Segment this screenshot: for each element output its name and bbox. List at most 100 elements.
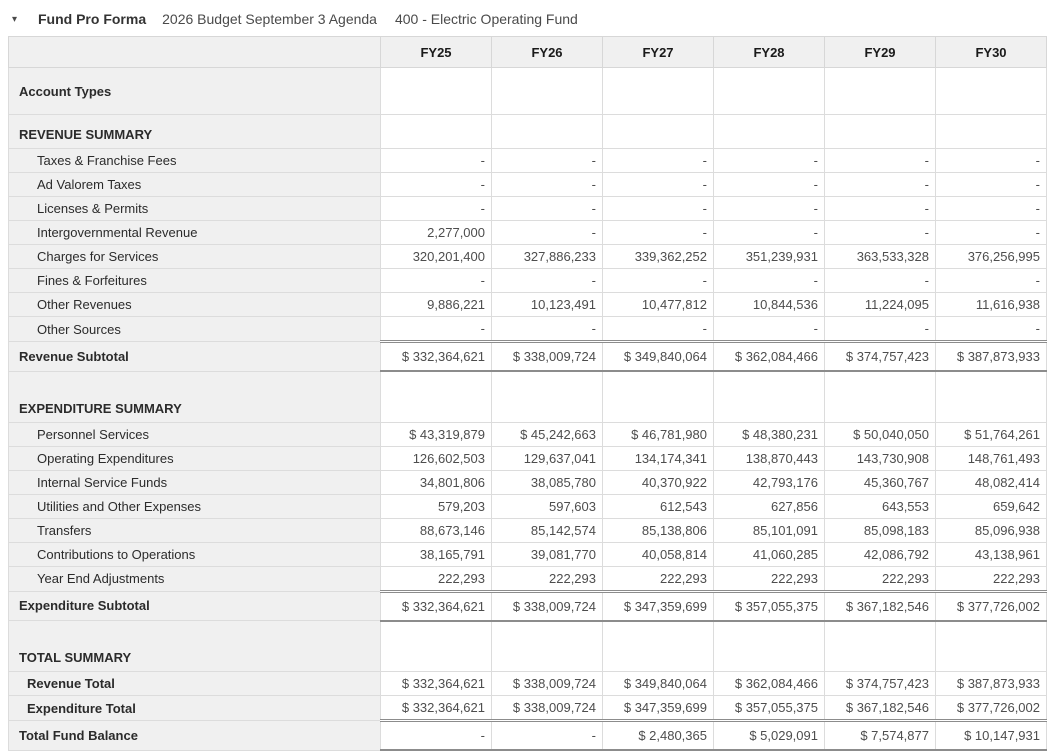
row-label: Personnel Services [8,421,381,447]
value-cell [824,370,936,423]
value-cell: $ 367,182,546 [824,695,936,721]
value-cell: $ 332,364,621 [380,340,492,372]
table-header-row: FY25 FY26 FY27 FY28 FY29 FY30 [8,36,1047,68]
value-cell: - [713,196,825,221]
value-cell: 39,081,770 [491,541,603,567]
value-cell: $ 367,182,546 [824,589,936,622]
value-cell: $ 349,840,064 [602,671,714,696]
value-cell: 10,477,812 [602,292,714,317]
value-cell: 38,085,780 [491,469,603,495]
value-cell: 138,870,443 [713,445,825,471]
value-cell: $ 332,364,621 [380,695,492,721]
value-cell: - [935,148,1047,173]
value-cell: 126,602,503 [380,445,492,471]
table-row: Expenditure Total $ 332,364,621 $ 338,009,… [8,695,1047,721]
value-cell [713,114,825,149]
column-header-fy: FY29 [824,36,936,68]
value-cell: 222,293 [935,565,1047,592]
value-cell: 627,856 [713,493,825,519]
value-cell: 43,138,961 [935,541,1047,567]
value-cell: 10,123,491 [491,292,603,317]
value-cell [491,114,603,149]
value-cell: $ 357,055,375 [713,589,825,622]
table-row: Expenditure Subtotal $ 332,364,621 $ 338,0… [8,589,1047,622]
value-cell: 42,086,792 [824,541,936,567]
value-cell: - [491,196,603,221]
value-cell [602,114,714,149]
value-cell: 320,201,400 [380,244,492,269]
table-row: Other Sources - - - - - - [8,316,1047,342]
value-cell: 222,293 [380,565,492,592]
value-cell: - [380,148,492,173]
table-row: Total Fund Balance - - $ 2,480,365 $ 5,029,0… [8,719,1047,751]
value-cell: - [491,268,603,293]
value-cell: 143,730,908 [824,445,936,471]
value-cell [935,370,1047,423]
value-cell: - [602,316,714,342]
value-cell: - [491,719,603,751]
value-cell: 148,761,493 [935,445,1047,471]
table-row: Other Revenues 9,886,221 10,123,491 10,477,… [8,292,1047,317]
value-cell: - [824,148,936,173]
value-cell: 327,886,233 [491,244,603,269]
value-cell: 222,293 [491,565,603,592]
column-header-fy: FY25 [380,36,492,68]
value-cell: - [380,196,492,221]
value-cell: 85,098,183 [824,517,936,543]
value-cell [713,370,825,423]
value-cell: 40,370,922 [602,469,714,495]
value-cell: 85,096,938 [935,517,1047,543]
collapse-arrow-icon[interactable]: ▾ [12,13,18,25]
value-cell: 45,360,767 [824,469,936,495]
value-cell: $ 332,364,621 [380,589,492,622]
value-cell: $ 10,147,931 [935,719,1047,751]
value-cell [824,67,936,115]
value-cell: 597,603 [491,493,603,519]
table-row: Taxes & Franchise Fees - - - - - - [8,148,1047,173]
row-label: Licenses & Permits [8,196,381,221]
value-cell: - [935,316,1047,342]
table-row: Year End Adjustments 222,293 222,293 222,29… [8,565,1047,592]
value-cell: $ 374,757,423 [824,340,936,372]
value-cell: 659,642 [935,493,1047,519]
value-cell: $ 362,084,466 [713,671,825,696]
value-cell: 222,293 [824,565,936,592]
table-row: Intergovernmental Revenue 2,277,000- - - - - [8,220,1047,245]
value-cell [935,114,1047,149]
row-label: Account Types [8,67,381,115]
row-label: Revenue Total [8,671,381,696]
row-label: Intergovernmental Revenue [8,220,381,245]
value-cell: 339,362,252 [602,244,714,269]
value-cell: 222,293 [602,565,714,592]
value-cell: 376,256,995 [935,244,1047,269]
value-cell: - [491,148,603,173]
table-row: Revenue Subtotal $ 332,364,621 $ 338,009,7… [8,340,1047,372]
row-label: Contributions to Operations [8,541,381,567]
value-cell: - [713,220,825,245]
value-cell: - [491,316,603,342]
report-header: ▾ Fund Pro Forma 2026 Budget September 3… [0,0,1062,36]
row-label: TOTAL SUMMARY [8,620,381,672]
value-cell: $ 349,840,064 [602,340,714,372]
table-row: Charges for Services 320,201,400 327,886,2… [8,244,1047,269]
table-row: Operating Expenditures 126,602,503 129,637… [8,445,1047,471]
value-cell [935,67,1047,115]
value-cell: $ 347,359,699 [602,589,714,622]
value-cell [491,370,603,423]
column-header-fy: FY27 [602,36,714,68]
value-cell [602,370,714,423]
value-cell [380,370,492,423]
row-label: Revenue Subtotal [8,341,381,372]
table-row: Utilities and Other Expenses 579,203 597,6… [8,493,1047,519]
column-header-fy: FY28 [713,36,825,68]
row-label: Transfers [8,517,381,543]
value-cell: - [935,196,1047,221]
row-label: Charges for Services [8,244,381,269]
value-cell: - [380,719,492,751]
value-cell: 38,165,791 [380,541,492,567]
value-cell [380,67,492,115]
value-cell: - [491,220,603,245]
report-title[interactable]: Fund Pro Forma [38,11,147,27]
value-cell: 2,277,000 [380,220,492,245]
value-cell: 11,616,938 [935,292,1047,317]
